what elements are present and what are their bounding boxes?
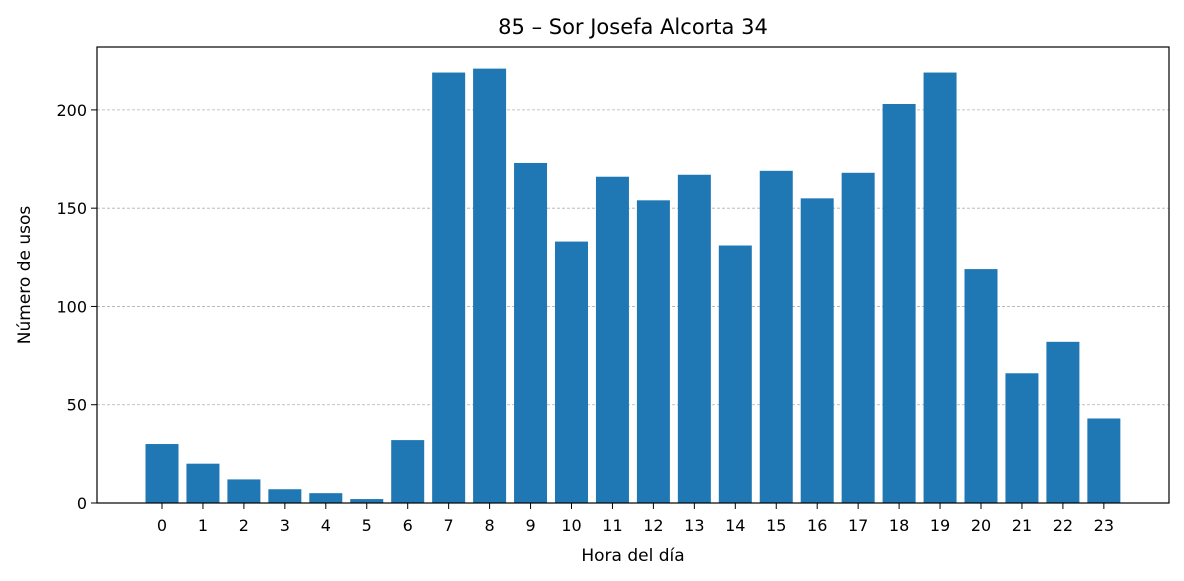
- bar-hour-8: [473, 68, 507, 503]
- bars: [145, 68, 1121, 504]
- bar-hour-3: [268, 489, 302, 503]
- x-tick-label: 23: [1094, 516, 1114, 535]
- x-tick-label: 2: [239, 516, 249, 535]
- x-axis-label: Hora del día: [581, 546, 684, 566]
- bar-hour-23: [1087, 418, 1121, 503]
- y-axis-label: Número de usos: [15, 206, 35, 345]
- x-tick-label: 13: [684, 516, 704, 535]
- bar-hour-14: [718, 245, 752, 503]
- x-tick-label: 21: [1012, 516, 1032, 535]
- y-tick-label: 150: [56, 199, 87, 218]
- x-tick-label: 16: [807, 516, 827, 535]
- x-tick-label: 9: [525, 516, 535, 535]
- bar-hour-18: [882, 104, 916, 503]
- x-tick-label: 15: [766, 516, 786, 535]
- x-tick-label: 10: [561, 516, 581, 535]
- bar-hour-20: [964, 269, 998, 503]
- x-tick-label: 4: [321, 516, 331, 535]
- bar-hour-15: [759, 170, 793, 504]
- x-tick-label: 5: [362, 516, 372, 535]
- x-axis-ticks: 0 1 2 3 4 5 6 7 8 9 10 11 12 13 14 15 16 17 18 19 20 21 22 23: [157, 503, 1114, 535]
- x-tick-label: 17: [848, 516, 868, 535]
- plot-frame: [96, 46, 1170, 504]
- bar-hour-1: [186, 463, 220, 503]
- x-tick-label: 20: [971, 516, 991, 535]
- bar-hour-21: [1005, 373, 1039, 503]
- bar-hour-12: [636, 200, 670, 503]
- bar-hour-7: [432, 72, 466, 503]
- bar-hour-0: [145, 444, 179, 503]
- x-tick-label: 7: [444, 516, 454, 535]
- bar-hour-16: [800, 198, 834, 503]
- bar-hour-10: [555, 241, 588, 503]
- bar-hour-5: [350, 499, 384, 503]
- x-tick-label: 3: [280, 516, 290, 535]
- y-tick-label: 100: [56, 297, 87, 316]
- bar-hour-19: [923, 72, 957, 503]
- y-gridlines: [97, 109, 1169, 406]
- bar-hour-17: [841, 172, 875, 504]
- x-tick-label: 6: [403, 516, 413, 535]
- x-tick-label: 11: [602, 516, 622, 535]
- bar-hour-9: [514, 162, 548, 503]
- x-tick-label: 14: [725, 516, 745, 535]
- bar-hour-13: [677, 174, 711, 504]
- bar-hour-22: [1046, 341, 1080, 503]
- x-tick-label: 8: [485, 516, 495, 535]
- x-tick-label: 22: [1053, 516, 1073, 535]
- y-tick-label: 200: [56, 101, 87, 120]
- bar-hour-11: [595, 176, 629, 504]
- y-tick-label: 0: [77, 494, 87, 513]
- chart-title: 85 – Sor Josefa Alcorta 34: [498, 15, 768, 39]
- x-tick-label: 18: [889, 516, 909, 535]
- y-axis-ticks: 0 50 100 150 200: [56, 101, 97, 513]
- x-tick-label: 0: [157, 516, 167, 535]
- bar-hour-2: [227, 479, 261, 503]
- x-tick-label: 1: [198, 516, 208, 535]
- bar-hour-6: [391, 440, 425, 503]
- x-tick-label: 19: [930, 516, 950, 535]
- y-tick-label: 50: [67, 396, 87, 415]
- x-tick-label: 12: [643, 516, 663, 535]
- bar-hour-4: [309, 493, 343, 503]
